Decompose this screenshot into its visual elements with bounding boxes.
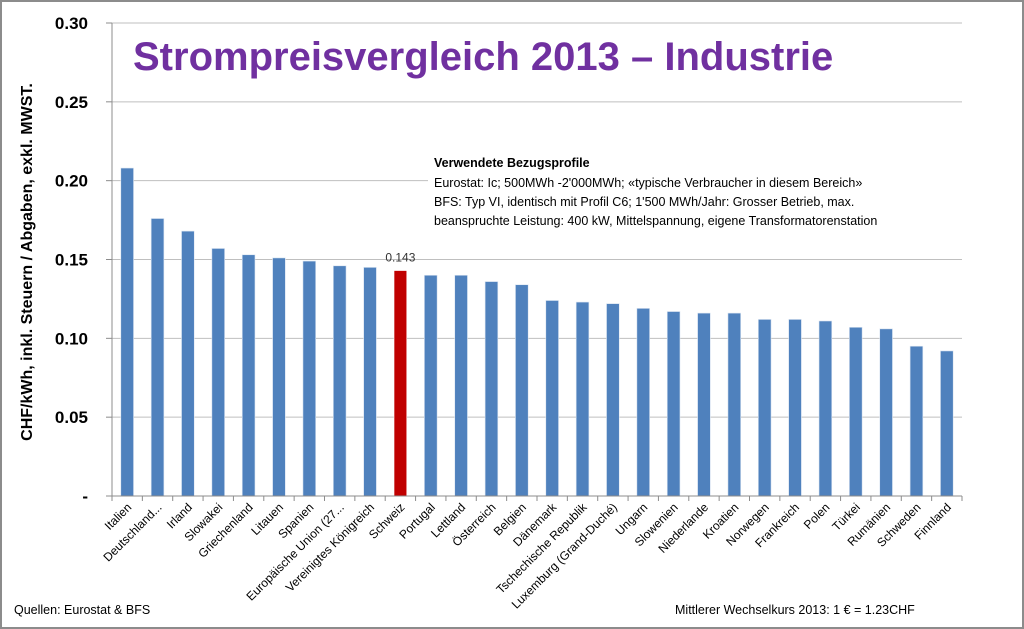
x-tick-label: Polen [801, 500, 833, 532]
bar [211, 248, 225, 497]
bar [849, 326, 863, 497]
bar [545, 300, 559, 497]
bar [940, 350, 954, 497]
bar [484, 281, 499, 497]
chart-title: Strompreisvergleich 2013 – Industrie [133, 35, 833, 79]
annotation-line: beanspruchte Leistung: 400 kW, Mittelspa… [434, 214, 877, 228]
bar [333, 265, 347, 497]
exchange-rate-note: Mittlerer Wechselkurs 2013: 1 € = 1.23CH… [675, 603, 915, 617]
bar [120, 167, 134, 497]
annotation-line: BFS: Typ VI, identisch mit Profil C6; 1'… [434, 195, 854, 209]
annotation-line: Eurostat: Ic; 500MWh -2'000MWh; «typisch… [434, 176, 862, 190]
bars: 0.143 [120, 167, 954, 497]
y-axis-title: CHF/kWh, inkl. Steuern / Abgaben, exkl. … [19, 83, 36, 441]
y-tick-label: 0.15 [55, 251, 88, 270]
y-tick-label: 0.25 [55, 93, 88, 112]
bar [697, 312, 711, 497]
y-axis-ticks: - 0.05 0.10 0.15 0.20 0.25 0.30 [55, 14, 112, 506]
bar [879, 328, 893, 497]
bar [302, 260, 316, 497]
bar [363, 267, 377, 497]
y-tick-label: 0.10 [55, 329, 88, 348]
bar [575, 301, 590, 497]
bar [241, 254, 256, 497]
bar [150, 218, 165, 497]
annotation-box: Verwendete Bezugsprofile Eurostat: Ic; 5… [428, 150, 968, 232]
bar [606, 303, 620, 497]
y-tick-label: 0.30 [55, 14, 88, 33]
bar [515, 284, 529, 497]
y-tick-label: - [82, 487, 88, 506]
y-tick-label: 0.20 [55, 172, 88, 191]
x-axis [111, 495, 963, 501]
bar [454, 274, 468, 497]
bar [758, 319, 772, 497]
bar [666, 311, 681, 497]
bar [272, 257, 286, 497]
sources-note: Quellen: Eurostat & BFS [14, 603, 150, 617]
bar [818, 320, 833, 497]
data-label: 0.143 [385, 251, 415, 265]
bar [181, 230, 195, 497]
bar [636, 308, 650, 497]
annotation-heading: Verwendete Bezugsprofile [434, 156, 590, 170]
bar-highlight [393, 270, 408, 497]
bar [788, 319, 802, 497]
bar [909, 345, 924, 497]
gridlines [111, 22, 962, 496]
bar [424, 274, 438, 497]
y-tick-label: 0.05 [55, 408, 88, 427]
bar [727, 312, 741, 497]
